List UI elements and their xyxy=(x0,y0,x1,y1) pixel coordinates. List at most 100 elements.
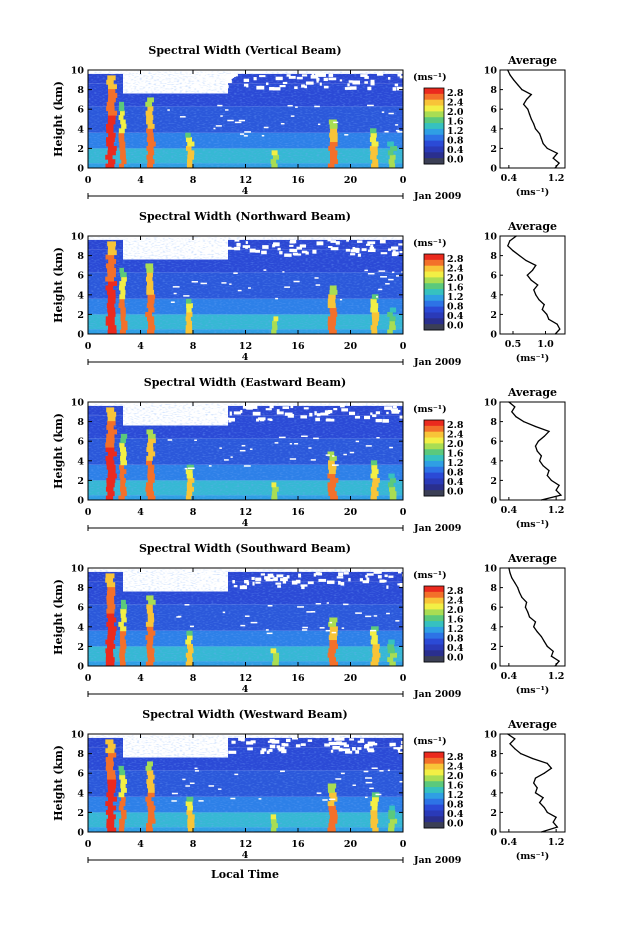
colorbar-swatch xyxy=(424,763,444,771)
heatmap-gap xyxy=(273,242,280,247)
heatmap-cell xyxy=(147,316,155,322)
x-tick-label: 20 xyxy=(344,507,358,518)
y-tick-label: 10 xyxy=(71,232,85,243)
heatmap-gap xyxy=(371,767,378,769)
heatmap-gap xyxy=(309,412,313,417)
average-point xyxy=(507,733,509,735)
heatmap-cell xyxy=(107,281,118,286)
heatmap-cell xyxy=(147,657,155,663)
average-point xyxy=(517,587,519,589)
heatmap-gap xyxy=(332,464,339,466)
x-tick-label: 8 xyxy=(190,839,197,850)
heatmap-gap xyxy=(315,603,322,605)
x-axis-title: Local Time xyxy=(211,868,279,881)
average-point xyxy=(536,787,538,789)
heatmap-gap xyxy=(276,409,280,413)
heatmap-cell xyxy=(107,429,118,435)
heatmap-gap xyxy=(379,579,385,583)
colorbar-swatch xyxy=(424,816,444,823)
heatmap-cell xyxy=(146,827,153,833)
heatmap-cell xyxy=(107,150,116,156)
heatmap-cell xyxy=(147,792,155,798)
heatmap-gap xyxy=(291,737,298,740)
heatmap-cell xyxy=(186,486,194,492)
colorbar-swatch xyxy=(424,254,444,261)
avg-x-unit: (ms⁻¹) xyxy=(516,353,550,364)
heatmap-gap xyxy=(281,749,287,754)
heatmap-gap xyxy=(320,412,329,416)
colorbar-swatch xyxy=(424,621,444,628)
heatmap-gap xyxy=(402,573,409,577)
avg-y-tick-label: 0 xyxy=(490,164,497,175)
colorbar-swatch xyxy=(424,656,444,663)
colorbar-swatch xyxy=(424,769,444,776)
heatmap-gap xyxy=(397,131,403,133)
colorbar-swatch xyxy=(424,111,444,118)
colorbar-swatch xyxy=(424,650,444,657)
heatmap-gap xyxy=(338,580,341,585)
colorbar-swatch xyxy=(424,478,444,485)
heatmap-gap xyxy=(367,273,375,275)
heatmap-cell xyxy=(105,276,115,282)
heatmap-cell xyxy=(120,460,127,466)
colorbar-tick-label: 1.6 xyxy=(447,780,464,791)
heatmap-cell xyxy=(120,608,127,614)
heatmap-gap xyxy=(397,570,402,574)
heatmap-cell xyxy=(370,661,379,667)
heatmap-gap xyxy=(289,244,294,247)
heatmap-cell xyxy=(147,818,156,824)
heatmap-cell xyxy=(370,495,377,501)
avg-x-unit: (ms⁻¹) xyxy=(516,851,550,862)
heatmap-gap xyxy=(355,612,362,614)
heatmap-gap xyxy=(187,467,195,470)
colorbar-tick-label: 1.6 xyxy=(447,282,464,293)
average-title: Average xyxy=(507,220,557,233)
heatmap-gap xyxy=(295,744,301,748)
y-tick-label: 2 xyxy=(77,144,84,155)
heatmap-gap xyxy=(366,748,374,751)
heatmap-gap xyxy=(221,417,226,422)
average-point xyxy=(514,582,516,584)
heatmap-gap xyxy=(246,581,250,586)
heatmap-gap xyxy=(401,740,404,745)
heatmap-cell xyxy=(327,298,336,304)
heatmap-cell xyxy=(106,407,115,413)
heatmap-cell xyxy=(147,477,155,483)
heatmap-cell xyxy=(187,477,195,483)
heatmap-cell xyxy=(108,259,117,264)
heatmap-cell xyxy=(145,621,154,627)
heatmap-cell xyxy=(145,482,153,488)
heatmap-gap xyxy=(295,106,298,108)
average-point xyxy=(520,753,522,755)
heatmap-cell xyxy=(121,604,128,610)
colorbar-swatch xyxy=(424,460,444,468)
avg-y-tick-label: 2 xyxy=(490,144,497,155)
heatmap-gap xyxy=(340,582,345,586)
date-label: Jan 2009 xyxy=(413,191,462,202)
heatmap-cell xyxy=(271,482,277,488)
heatmap-gap xyxy=(386,585,389,589)
heatmap-cell xyxy=(372,643,380,649)
heatmap-cell xyxy=(389,163,396,169)
avg-y-tick-label: 6 xyxy=(490,105,497,116)
heatmap-cell xyxy=(107,451,117,457)
heatmap-cell xyxy=(105,748,115,754)
y-axis-title: Height (km) xyxy=(52,247,65,323)
heatmap-gap xyxy=(208,571,213,576)
colorbar-swatch xyxy=(424,455,444,462)
heatmap-cell xyxy=(120,613,126,618)
heatmap-cell xyxy=(329,307,337,313)
colorbar-swatch xyxy=(424,437,444,444)
colorbar-tick-label: 0.4 xyxy=(447,145,464,156)
heatmap-cell xyxy=(147,464,155,470)
colorbar-tick-label: 1.2 xyxy=(447,126,464,137)
heatmap-cell xyxy=(327,325,336,331)
avg-y-tick-label: 8 xyxy=(490,417,497,428)
heatmap-gap xyxy=(223,84,229,89)
heatmap-cell xyxy=(119,464,125,470)
colorbar-swatch xyxy=(424,431,444,439)
heatmap-gap xyxy=(271,739,280,744)
heatmap-cell xyxy=(389,818,398,824)
heatmap-gap xyxy=(287,413,294,418)
y-tick-label: 8 xyxy=(77,583,84,594)
